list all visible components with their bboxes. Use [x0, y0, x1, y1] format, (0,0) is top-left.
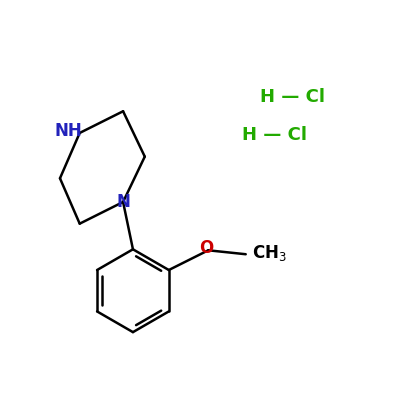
- Text: O: O: [199, 239, 214, 257]
- Text: NH: NH: [55, 122, 82, 140]
- Text: N: N: [116, 193, 130, 211]
- Text: CH$_3$: CH$_3$: [252, 244, 286, 264]
- Text: H — Cl: H — Cl: [242, 126, 308, 144]
- Text: H — Cl: H — Cl: [260, 88, 325, 106]
